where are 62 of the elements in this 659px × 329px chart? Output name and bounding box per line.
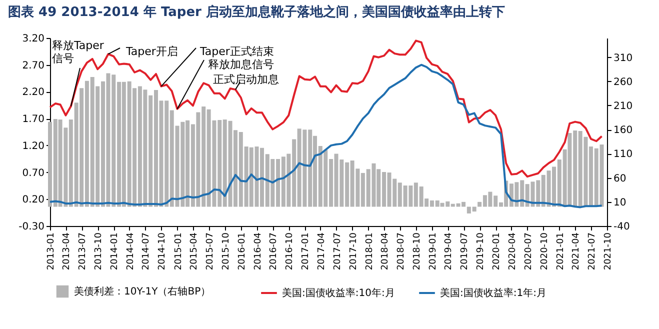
x-tick-label: 2013-07 <box>78 232 88 270</box>
annotation: 释放Taper 信号 <box>52 39 104 65</box>
x-tick-label: 2016-01 <box>237 232 248 270</box>
y2-tick-label: 10 <box>614 197 626 208</box>
x-tick-label: 2014-04 <box>126 232 136 270</box>
y-tick-label: 2.20 <box>22 87 44 98</box>
y-tick-label: 2.70 <box>22 60 44 72</box>
x-tick-label: 2017-10 <box>348 232 359 270</box>
x-tick-label: 2014-07 <box>142 232 152 270</box>
x-tick-label: 2015-10 <box>221 232 232 270</box>
x-tick-label: 2020-10 <box>540 232 550 270</box>
x-tick-label: 2020-01 <box>492 232 502 270</box>
y2-tick-label: 60 <box>614 173 626 184</box>
x-tick-label: 2019-01 <box>428 232 438 270</box>
annotation: Taper正式结束 <box>199 45 274 58</box>
x-tick-label: 2013-01 <box>46 232 56 270</box>
y-tick-label: -0.30 <box>18 222 44 232</box>
legend-label: 美债利差：10Y-1Y（右轴BP） <box>74 286 211 298</box>
y-tick-label: 0.70 <box>22 168 44 179</box>
legend-label: 美国:国债收益率:1年:月 <box>440 287 546 299</box>
y-tick-label: 1.70 <box>22 114 44 126</box>
x-tick-label: 2019-04 <box>444 232 454 270</box>
x-tick-label: 2016-04 <box>253 232 264 270</box>
y-tick-label: 3.20 <box>22 34 44 44</box>
x-tick-label: 2017-01 <box>301 232 312 270</box>
x-tick-label: 2017-04 <box>316 232 327 270</box>
x-tick-label: 2021-01 <box>556 232 566 270</box>
annotation: Taper开启 <box>125 45 178 58</box>
x-tick-label: 2021-07 <box>587 232 598 270</box>
x-tick-label: 2014-01 <box>110 232 120 270</box>
annotation: 释放加息信号 <box>208 58 274 71</box>
y-tick-label: 0.20 <box>22 194 44 206</box>
x-tick-label: 2020-04 <box>508 232 518 270</box>
x-tick-label: 2014-10 <box>158 232 168 270</box>
x-tick-label: 2015-07 <box>205 232 216 270</box>
x-tick-label: 2017-07 <box>332 232 343 270</box>
y2-tick-label: 260 <box>614 76 633 88</box>
line-series <box>49 40 603 178</box>
x-tick-label: 2020-07 <box>524 232 534 270</box>
y2-tick-label: 110 <box>614 149 633 160</box>
legend-label: 美国:国债收益率:10年:月 <box>282 287 395 299</box>
x-tick-label: 2018-07 <box>396 232 406 270</box>
x-tick-label: 2015-04 <box>189 232 200 270</box>
x-tick-label: 2016-10 <box>285 232 296 270</box>
x-tick-label: 2018-10 <box>412 232 422 270</box>
x-tick-label: 2013-10 <box>94 232 104 270</box>
x-tick-label: 2018-04 <box>380 232 391 270</box>
x-tick-label: 2015-01 <box>174 232 184 270</box>
x-tick-label: 2021-04 <box>572 232 582 270</box>
y2-tick-label: 210 <box>614 100 633 112</box>
x-tick-label: 2016-07 <box>269 232 280 270</box>
y-tick-label: 1.20 <box>22 140 44 152</box>
x-tick-label: 2019-07 <box>460 232 470 270</box>
annotation: 正式启动加息 <box>213 73 279 86</box>
x-tick-label: 2018-01 <box>364 232 375 270</box>
y2-tick-label: -40 <box>614 222 630 232</box>
x-tick-label: 2013-04 <box>62 232 72 270</box>
x-tick-label: 2019-10 <box>476 232 486 270</box>
x-tick-label: 2021-10 <box>604 232 614 270</box>
chart-title: 图表 49 2013-2014 年 Taper 启动至加息靴子落地之间，美国国债收益率由上转下 <box>8 4 505 20</box>
y2-tick-label: 310 <box>614 52 633 64</box>
y2-tick-label: 160 <box>614 125 633 136</box>
